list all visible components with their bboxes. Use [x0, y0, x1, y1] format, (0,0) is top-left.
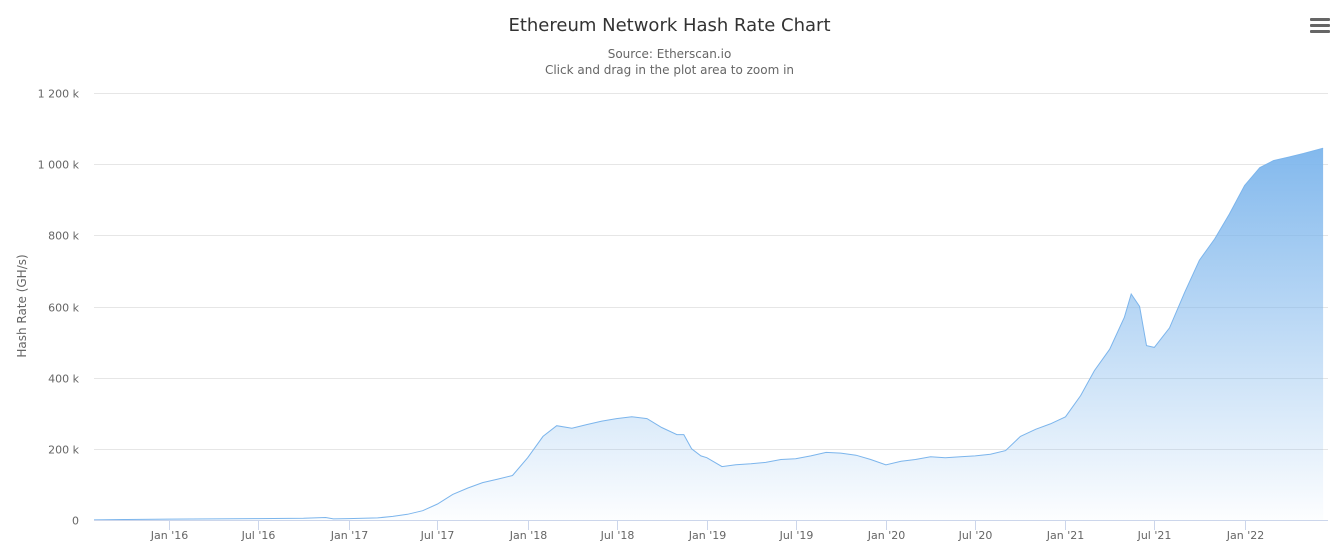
hamburger-menu-icon[interactable]: [1310, 18, 1330, 38]
series-line[interactable]: [93, 147, 1324, 521]
x-tick-label: Jul '17: [420, 529, 455, 542]
y-tick-label: 1 200 k: [38, 88, 80, 101]
x-tick-label: Jul '19: [779, 529, 814, 542]
chart-zoom-hint: Click and drag in the plot area to zoom …: [544, 63, 795, 77]
y-tick-label: 600 k: [48, 302, 79, 315]
x-tick-label: Jul '18: [600, 529, 635, 542]
chart-title: Ethereum Network Hash Rate Chart: [508, 15, 831, 36]
x-tick-label: Jan '18: [509, 529, 547, 542]
y-tick-label: 800 k: [48, 230, 79, 243]
y-axis-title: Hash Rate (GH/s): [15, 254, 29, 357]
x-tick-label: Jan '22: [1226, 529, 1264, 542]
y-tick-label: 1 000 k: [38, 159, 80, 172]
chart-subtitle: Source: Etherscan.io: [607, 47, 732, 61]
x-tick-label: Jul '20: [958, 529, 993, 542]
x-tick-label: Jan '16: [150, 529, 188, 542]
y-tick-label: 200 k: [48, 444, 79, 457]
x-tick-label: Jul '21: [1137, 529, 1172, 542]
y-tick-label: 400 k: [48, 373, 79, 386]
x-tick-label: Jan '21: [1046, 529, 1084, 542]
x-tick-label: Jan '19: [688, 529, 726, 542]
x-tick-label: Jan '17: [330, 529, 368, 542]
y-tick-label: 0: [72, 515, 79, 528]
x-tick-label: Jul '16: [241, 529, 276, 542]
x-tick-label: Jan '20: [867, 529, 905, 542]
series-area[interactable]: [94, 148, 1324, 520]
